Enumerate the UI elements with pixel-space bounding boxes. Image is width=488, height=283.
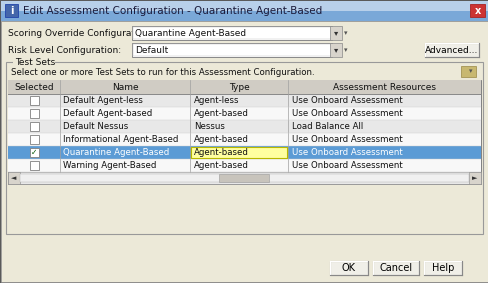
Bar (20, 174, 468, 182)
Bar (468, 172, 480, 184)
Text: Agent-based: Agent-based (194, 135, 248, 144)
Text: Scoring Override Configuration:: Scoring Override Configuration: (8, 29, 151, 38)
Text: Default Nessus: Default Nessus (63, 122, 128, 131)
Bar (8, 80, 480, 184)
Text: Agent-based: Agent-based (194, 109, 248, 118)
Text: Select one or more Test Sets to run for this Assessment Configuration.: Select one or more Test Sets to run for … (11, 68, 314, 76)
Text: Test Sets: Test Sets (15, 57, 55, 67)
Bar (30, 148, 39, 157)
Text: Agent-less: Agent-less (194, 96, 239, 105)
Text: Load Balance All: Load Balance All (291, 122, 363, 131)
Bar (191, 147, 286, 158)
Text: ►: ► (471, 175, 477, 181)
Bar (133, 44, 330, 56)
Bar (8, 172, 20, 184)
Bar (30, 96, 39, 105)
Bar (30, 109, 39, 118)
Text: Use Onboard Assessment: Use Onboard Assessment (291, 161, 402, 170)
Bar (8, 120, 480, 133)
Text: ◄: ◄ (11, 175, 17, 181)
Text: Quarantine Agent-Based: Quarantine Agent-Based (63, 148, 169, 157)
Text: Use Onboard Assessment: Use Onboard Assessment (291, 109, 402, 118)
Bar (329, 26, 341, 40)
Bar (469, 4, 484, 17)
Bar (423, 261, 461, 275)
Bar (8, 107, 480, 120)
Bar (219, 174, 268, 182)
Bar (460, 66, 475, 77)
Text: Quarantine Agent-Based: Quarantine Agent-Based (135, 29, 245, 38)
Bar (30, 122, 39, 131)
Text: Default Agent-based: Default Agent-based (63, 109, 152, 118)
Bar (1, 11, 487, 21)
Text: Default Agent-less: Default Agent-less (63, 96, 142, 105)
Text: ▾: ▾ (468, 68, 471, 74)
Bar (372, 261, 418, 275)
Bar (133, 27, 330, 39)
Text: Informational Agent-Based: Informational Agent-Based (63, 135, 178, 144)
Bar (329, 43, 341, 57)
Text: Agent-based: Agent-based (194, 161, 248, 170)
Text: Nessus: Nessus (194, 122, 224, 131)
Text: Use Onboard Assessment: Use Onboard Assessment (291, 135, 402, 144)
Text: ▾: ▾ (344, 47, 347, 53)
Text: Assessment Resources: Assessment Resources (332, 83, 435, 91)
Bar (132, 26, 331, 40)
Text: ▾: ▾ (333, 46, 337, 55)
Bar (5, 4, 18, 17)
Text: Use Onboard Assessment: Use Onboard Assessment (291, 148, 402, 157)
Text: ▾: ▾ (344, 30, 347, 36)
Text: Edit Assessment Configuration - Quarantine Agent-Based: Edit Assessment Configuration - Quaranti… (23, 6, 322, 16)
Bar (30, 135, 39, 144)
Text: Selected: Selected (14, 83, 54, 91)
Bar (132, 43, 331, 57)
Text: Advanced...: Advanced... (425, 46, 478, 55)
Text: Type: Type (228, 83, 249, 91)
Text: Name: Name (111, 83, 138, 91)
Text: i: i (10, 5, 13, 16)
Bar (8, 80, 480, 94)
Text: OK: OK (341, 263, 355, 273)
Text: Cancel: Cancel (379, 263, 412, 273)
Text: ✓: ✓ (31, 148, 38, 157)
Bar (8, 94, 480, 107)
Bar (6, 62, 482, 234)
Text: x: x (473, 5, 480, 16)
Bar (8, 172, 480, 184)
Bar (1, 1, 487, 11)
Text: Warning Agent-Based: Warning Agent-Based (63, 161, 156, 170)
Bar (424, 43, 478, 57)
Text: Help: Help (431, 263, 453, 273)
Bar (8, 159, 480, 172)
Text: Agent-based: Agent-based (194, 148, 248, 157)
Bar (13, 58, 55, 67)
Text: Use Onboard Assessment: Use Onboard Assessment (291, 96, 402, 105)
Bar (8, 146, 480, 159)
Bar (8, 133, 480, 146)
Bar (30, 161, 39, 170)
Bar (329, 261, 367, 275)
Text: Risk Level Configuration:: Risk Level Configuration: (8, 46, 121, 55)
Text: Default: Default (135, 46, 168, 55)
Text: ▾: ▾ (333, 29, 337, 38)
